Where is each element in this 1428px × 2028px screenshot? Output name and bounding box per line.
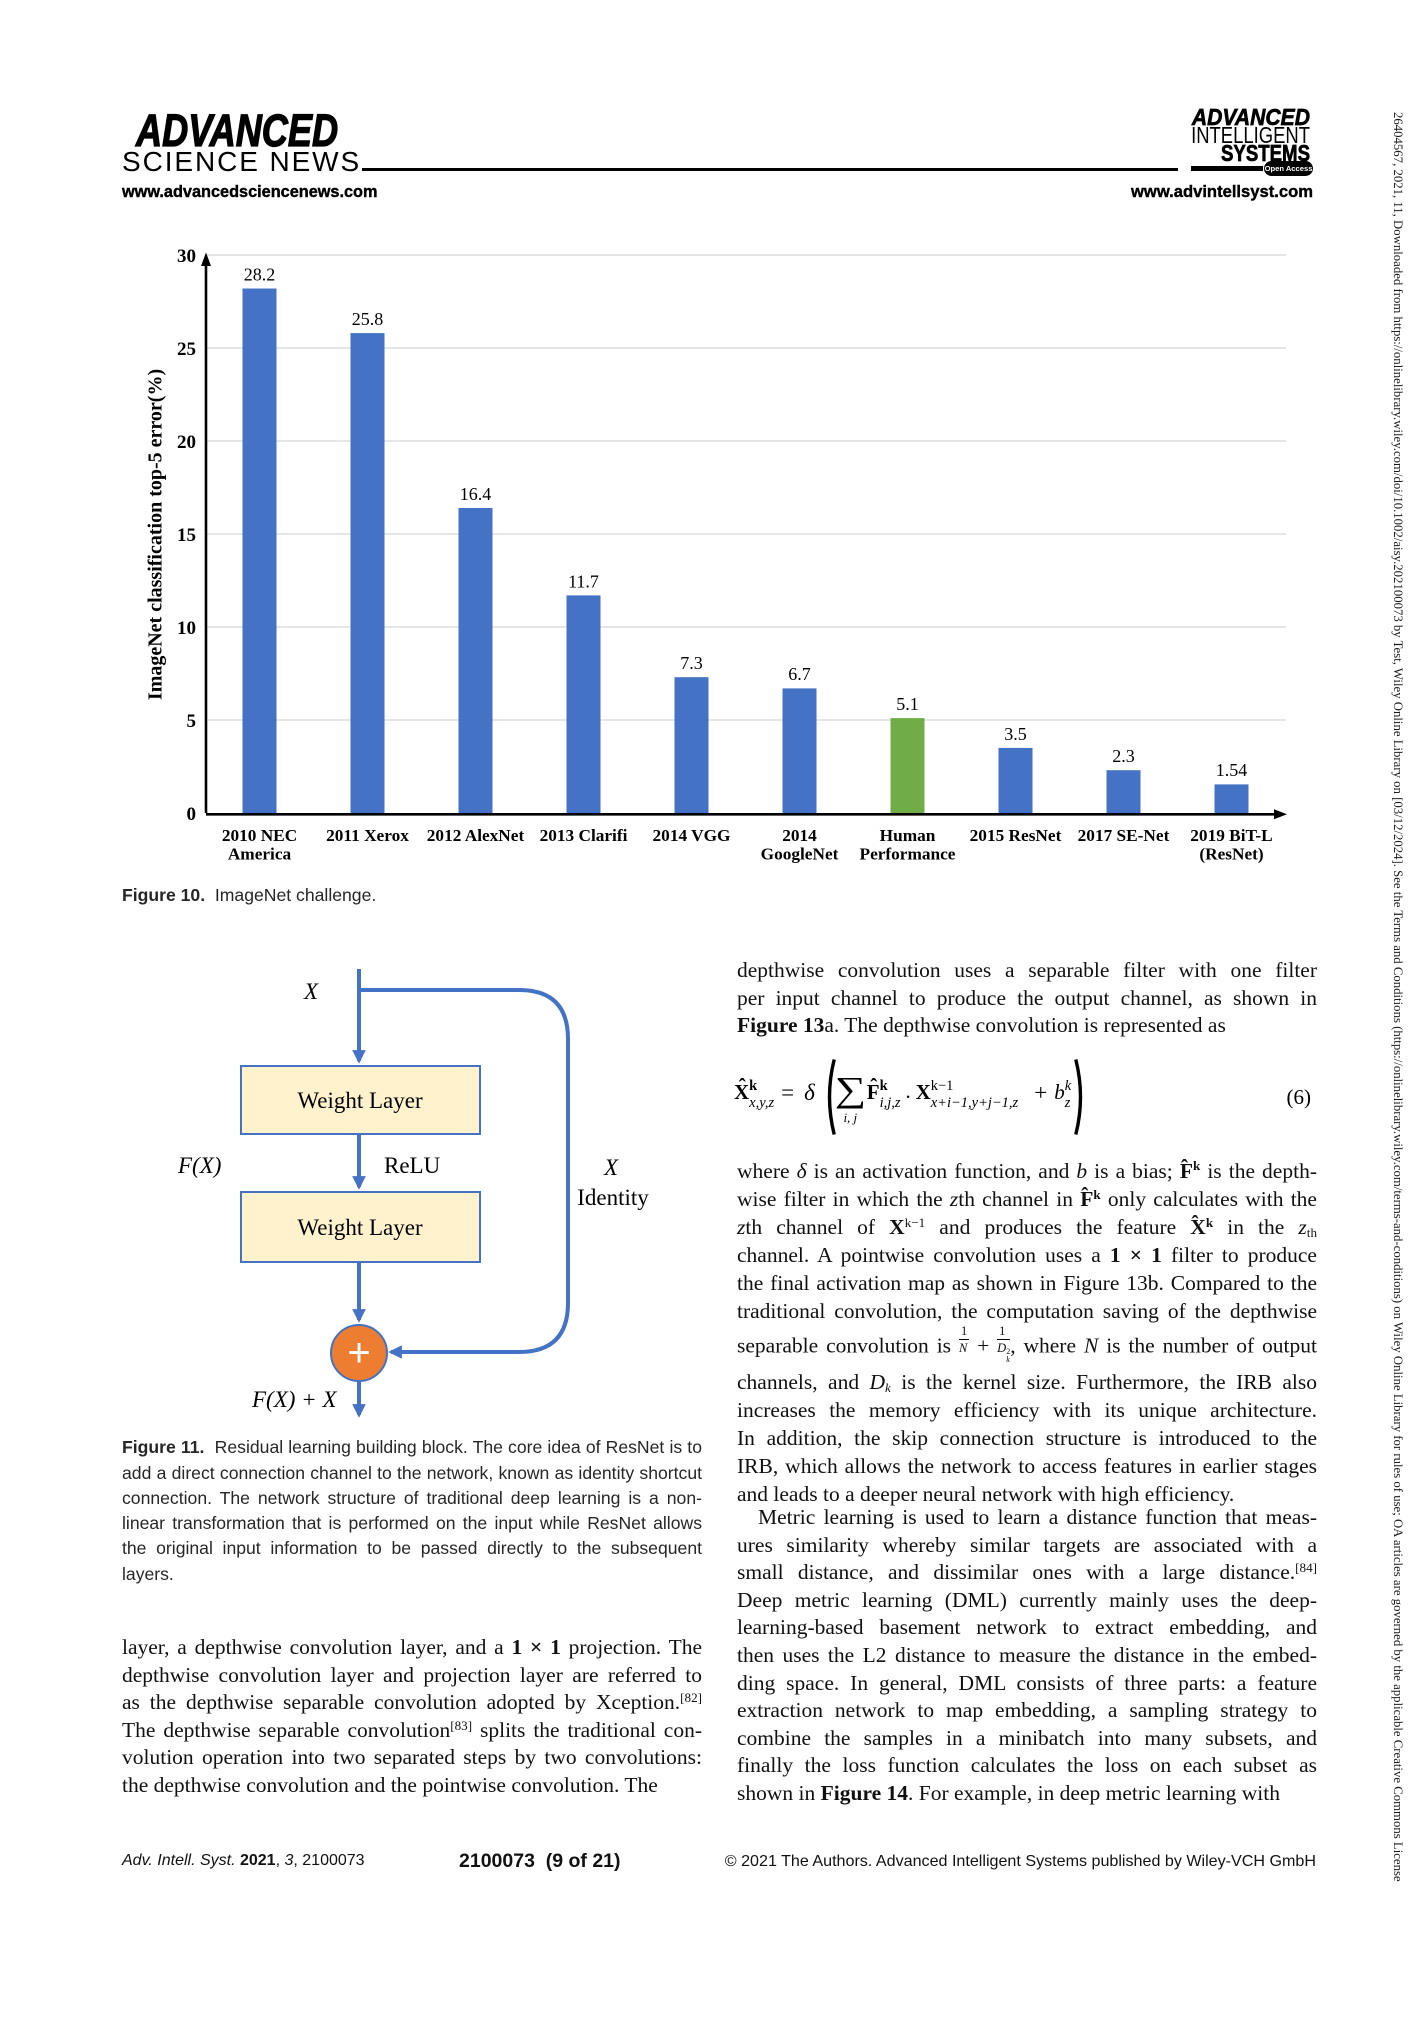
svg-text:2010 NEC: 2010 NEC [222, 826, 297, 845]
svg-text:20: 20 [177, 432, 196, 453]
svg-text:2011 Xerox: 2011 Xerox [326, 826, 409, 845]
svg-text:6.7: 6.7 [788, 664, 811, 684]
svg-text:2014 VGG: 2014 VGG [653, 826, 731, 845]
svg-text:7.3: 7.3 [680, 653, 703, 673]
svg-text:F(X) + X: F(X) + X [251, 1387, 337, 1412]
svg-text:2012 AlexNet: 2012 AlexNet [427, 826, 525, 845]
svg-text:2015 ResNet: 2015 ResNet [970, 826, 1062, 845]
svg-text:2013 Clarifi: 2013 Clarifi [540, 826, 628, 845]
svg-text:2014: 2014 [782, 826, 817, 845]
svg-text:GoogleNet: GoogleNet [761, 845, 839, 864]
svg-text:16.4: 16.4 [460, 484, 492, 504]
svg-text:Human: Human [880, 826, 936, 845]
svg-text:2019 BiT-L: 2019 BiT-L [1190, 826, 1272, 845]
svg-text:X: X [603, 1155, 619, 1180]
svg-text:ImageNet classification top-5: ImageNet classification top-5 error(%) [145, 369, 167, 700]
svg-text:25.8: 25.8 [352, 309, 384, 329]
svg-text:10: 10 [177, 618, 196, 639]
svg-text:America: America [228, 845, 292, 864]
svg-text:Performance: Performance [860, 845, 956, 864]
svg-text:5: 5 [187, 711, 197, 732]
svg-text:25: 25 [177, 339, 196, 360]
svg-text:11.7: 11.7 [568, 571, 599, 591]
svg-text:28.2: 28.2 [244, 265, 276, 285]
svg-text:Weight Layer: Weight Layer [297, 1088, 423, 1113]
svg-text:2017 SE-Net: 2017 SE-Net [1078, 826, 1170, 845]
svg-text:2.3: 2.3 [1112, 746, 1135, 766]
svg-text:+: + [347, 1331, 370, 1375]
svg-text:Weight Layer: Weight Layer [297, 1215, 423, 1240]
svg-text:(ResNet): (ResNet) [1199, 845, 1263, 864]
svg-text:30: 30 [177, 246, 196, 267]
svg-text:1.54: 1.54 [1216, 760, 1248, 780]
svg-text:15: 15 [177, 525, 196, 546]
svg-text:Identity: Identity [577, 1185, 649, 1210]
svg-text:5.1: 5.1 [896, 694, 919, 714]
svg-text:0: 0 [187, 804, 197, 825]
svg-text:ReLU: ReLU [384, 1153, 441, 1178]
svg-text:F(X): F(X) [177, 1153, 221, 1178]
svg-text:3.5: 3.5 [1004, 724, 1027, 744]
svg-text:X: X [303, 979, 319, 1004]
